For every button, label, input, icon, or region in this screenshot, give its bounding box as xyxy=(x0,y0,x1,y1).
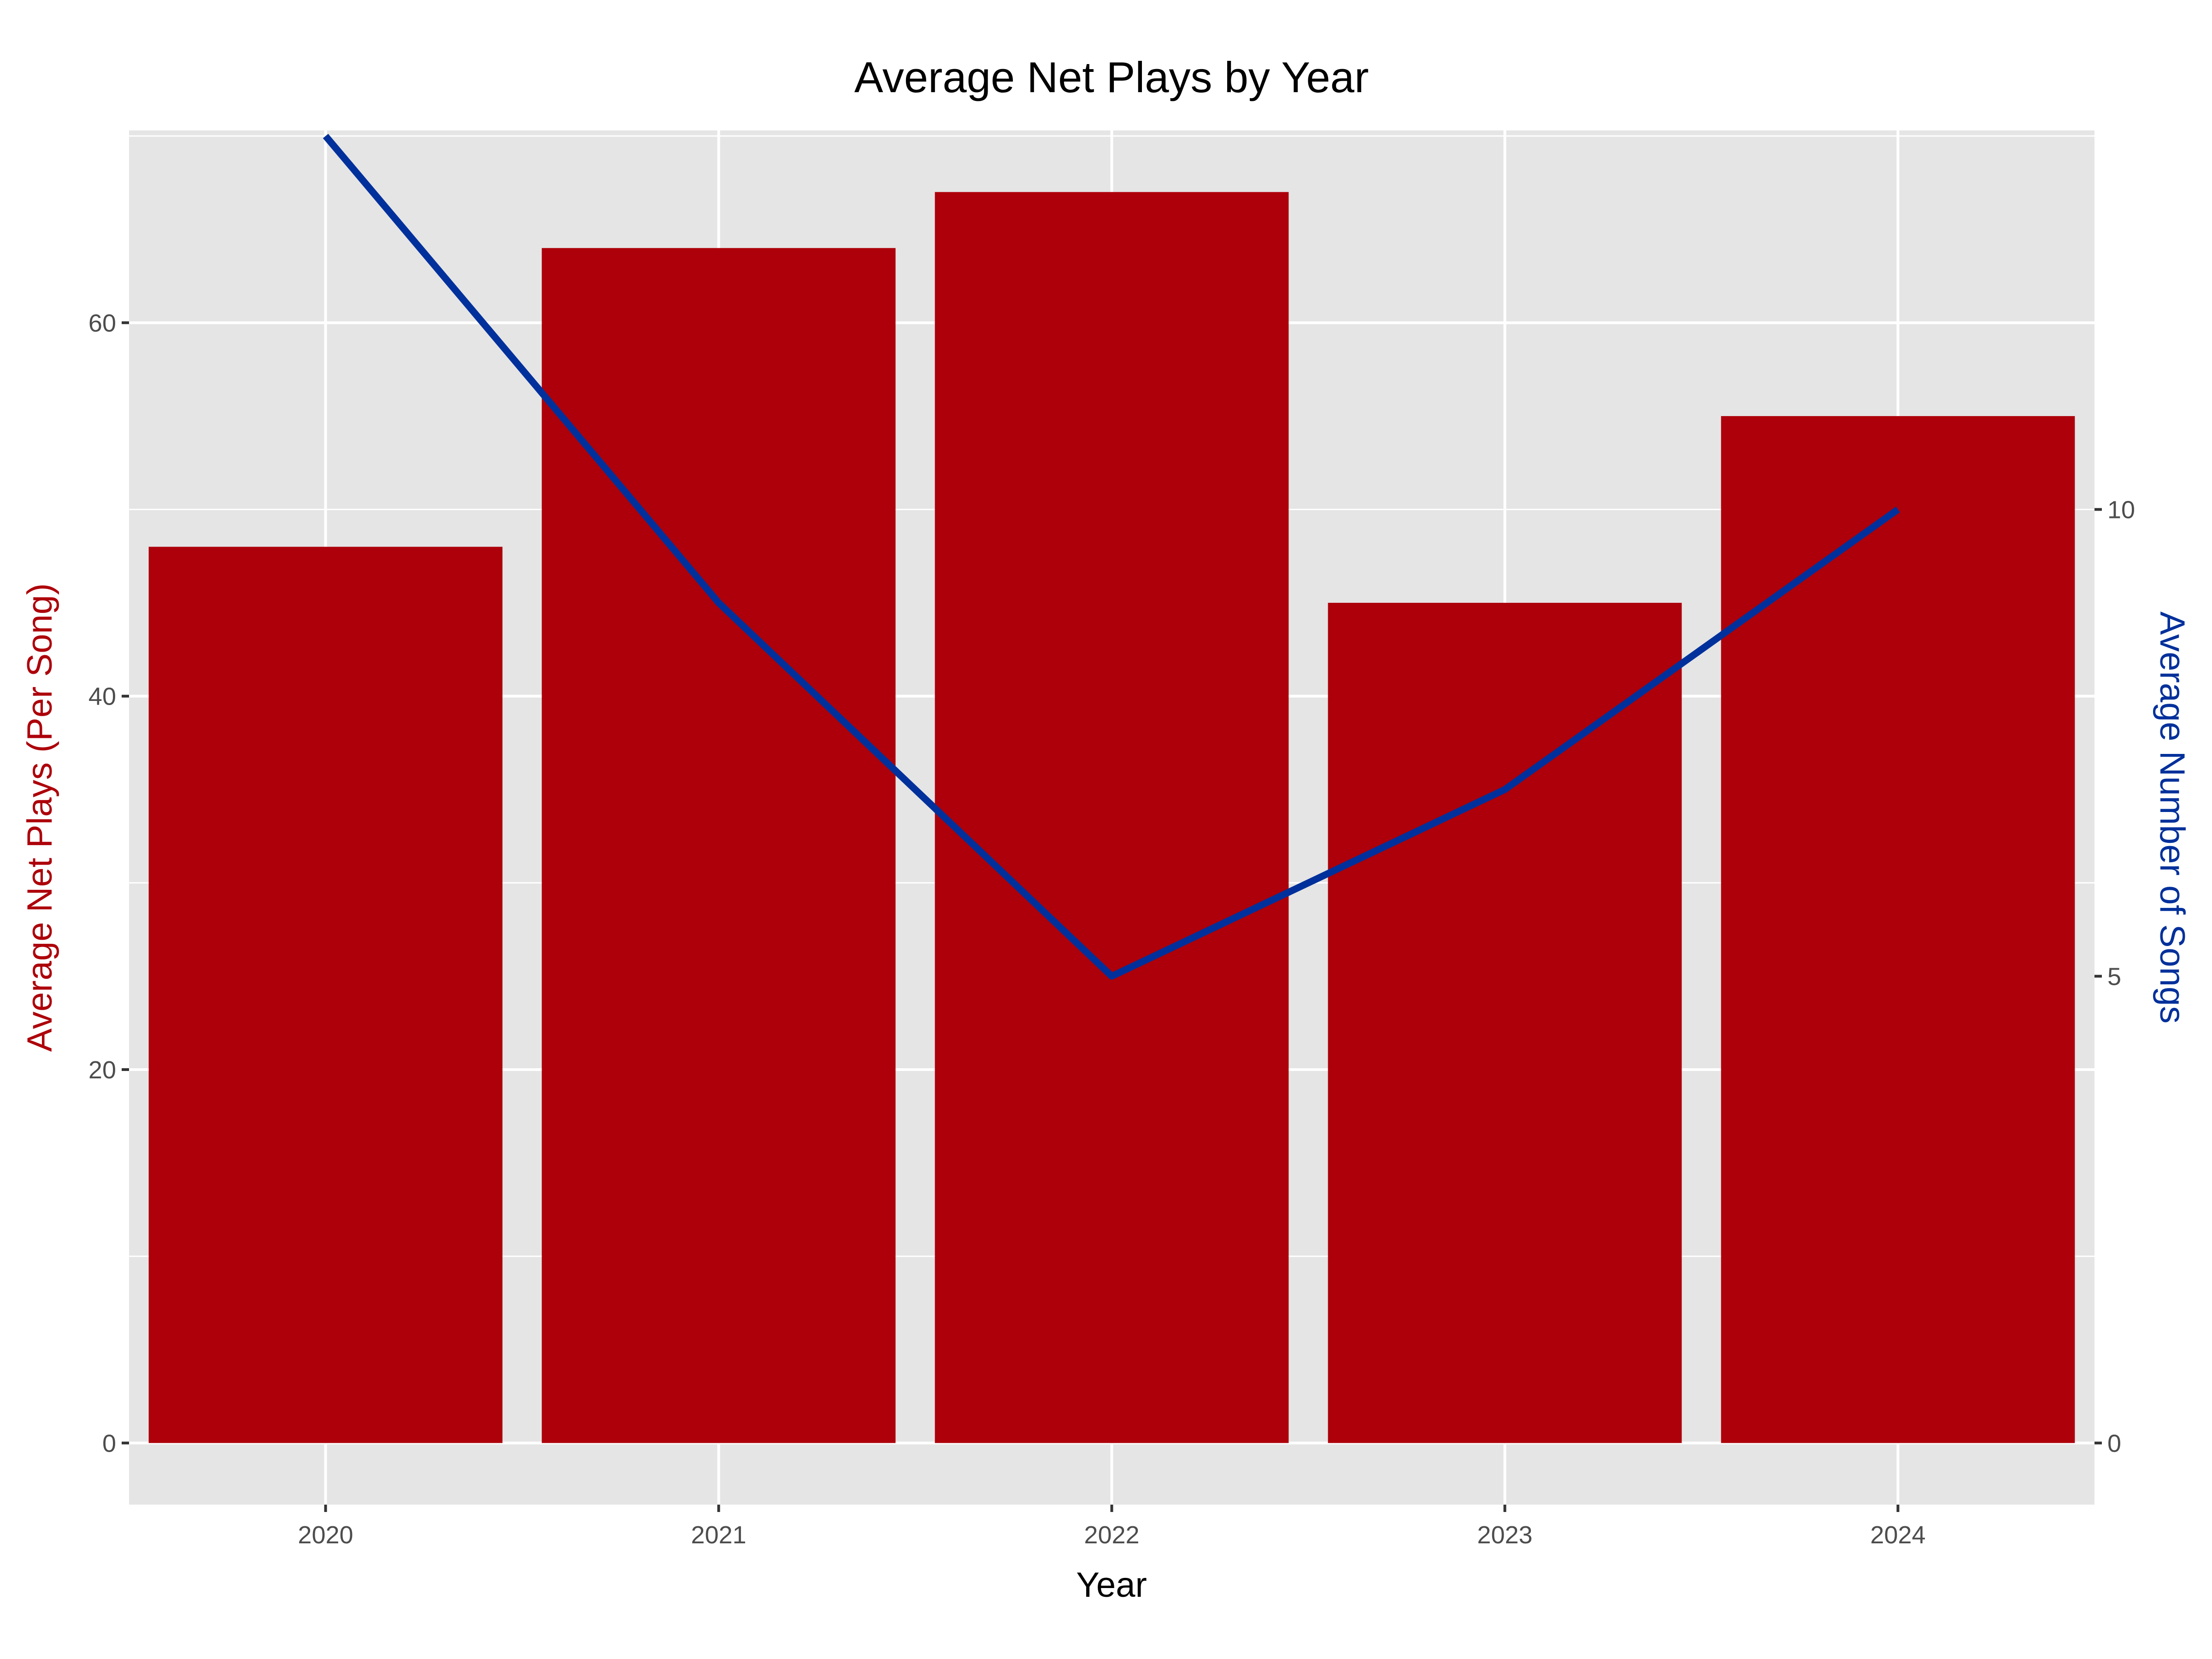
x-tick-label: 2021 xyxy=(691,1521,746,1549)
y2-tick-label: 10 xyxy=(2107,496,2135,524)
chart-title: Average Net Plays by Year xyxy=(854,53,1369,101)
x-tick-label: 2023 xyxy=(1477,1521,1532,1549)
bar-2020 xyxy=(148,547,503,1443)
y-tick-label: 0 xyxy=(102,1430,116,1457)
x-tick-label: 2020 xyxy=(298,1521,353,1549)
x-axis-title: Year xyxy=(1076,1565,1147,1605)
x-tick-label: 2022 xyxy=(1084,1521,1139,1549)
y-tick-label: 40 xyxy=(88,683,116,711)
bar-2022 xyxy=(935,192,1289,1443)
line-songs xyxy=(323,134,1900,980)
y-tick-label: 60 xyxy=(88,309,116,337)
bar-2021 xyxy=(541,248,896,1443)
bar-2024 xyxy=(1721,416,2075,1443)
axes: 0 20 40 60 0 5 10 2020 2021 2022 2023 2024 xyxy=(88,309,2135,1549)
y-axis-title: Average Net Plays (Per Song) xyxy=(20,583,59,1052)
y2-tick-label: 0 xyxy=(2107,1430,2121,1457)
x-tick-label: 2024 xyxy=(1870,1521,1925,1549)
series-line xyxy=(323,134,1900,980)
y2-axis-title: Average Number of Songs xyxy=(2153,612,2192,1024)
bars xyxy=(148,192,2075,1443)
y2-tick-label: 5 xyxy=(2107,963,2121,990)
bar-2023 xyxy=(1328,603,1682,1443)
y-tick-label: 20 xyxy=(88,1056,116,1084)
